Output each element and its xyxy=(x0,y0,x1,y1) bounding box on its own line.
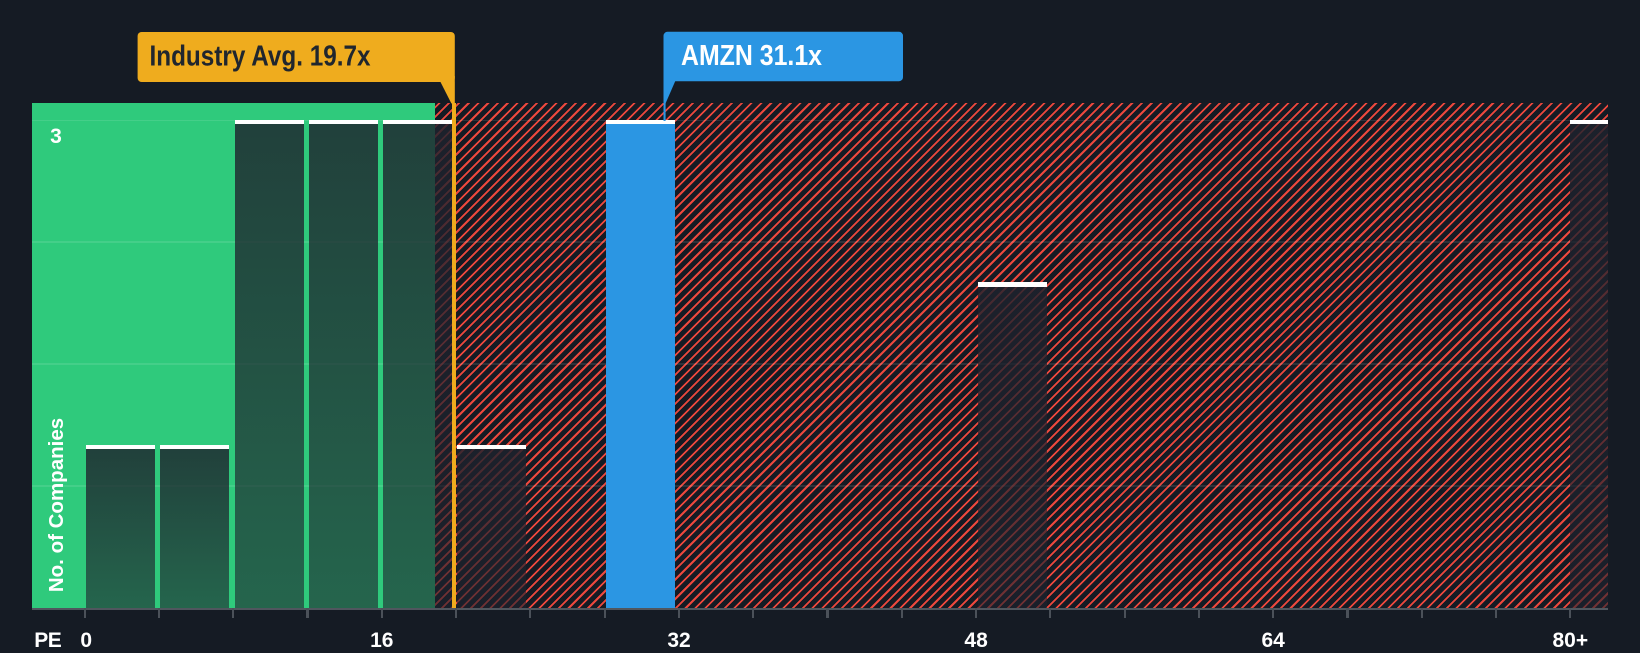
svg-text:AMZN 31.1x: AMZN 31.1x xyxy=(681,40,822,72)
svg-text:Industry Avg. 19.7x: Industry Avg. 19.7x xyxy=(150,41,371,73)
